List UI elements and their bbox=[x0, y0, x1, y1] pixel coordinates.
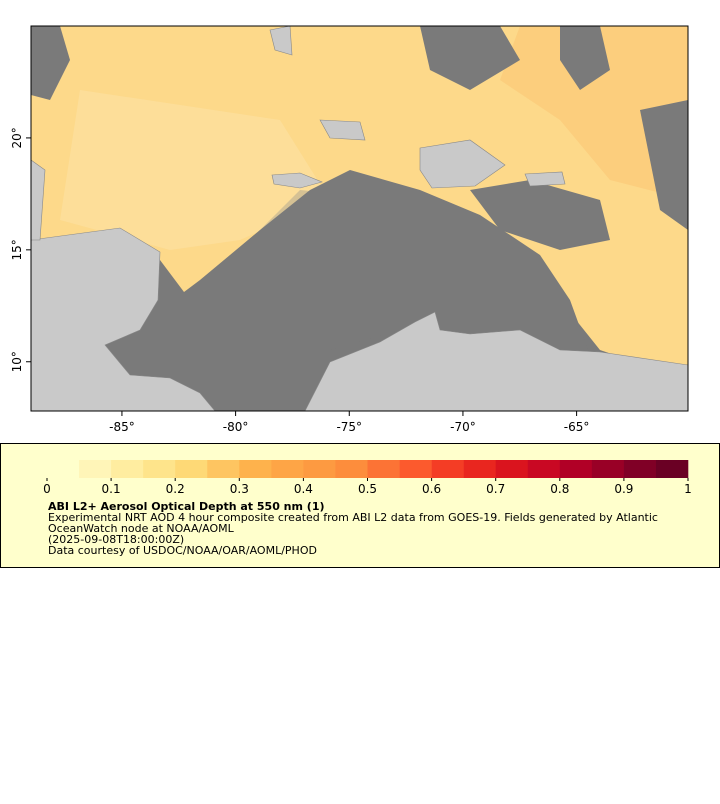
legend-line: Data courtesy of USDOC/NOAA/OAR/AOML/PHO… bbox=[48, 544, 317, 557]
legend-line: OceanWatch node at NOAA/AOML bbox=[48, 522, 235, 535]
colorbar-swatch bbox=[559, 460, 593, 478]
colorbar-swatch bbox=[463, 460, 496, 478]
aerosol-haze bbox=[500, 26, 688, 200]
x-tick-label: -75° bbox=[336, 420, 362, 434]
colorbar-swatch bbox=[335, 460, 368, 478]
x-tick-label: -70° bbox=[450, 420, 476, 434]
y-tick-label: 10° bbox=[10, 351, 24, 372]
aerosol-haze bbox=[60, 90, 330, 250]
colorbar-swatch bbox=[79, 460, 112, 478]
land bbox=[31, 227, 216, 411]
colorbar-tick-label: 0.9 bbox=[614, 482, 633, 496]
colorbar-swatch bbox=[239, 460, 272, 478]
land bbox=[524, 171, 566, 187]
colorbar-swatch bbox=[47, 460, 80, 478]
clear-patch bbox=[420, 26, 520, 90]
clear-patch bbox=[640, 100, 688, 230]
clear-patch bbox=[560, 26, 610, 90]
x-tick-label: -85° bbox=[109, 420, 135, 434]
colorbar-swatch bbox=[527, 460, 561, 478]
colorbar-tick-label: 0.6 bbox=[422, 482, 441, 496]
colorbar-swatch bbox=[655, 460, 689, 478]
legend-line: (2025-09-08T18:00:00Z) bbox=[48, 533, 184, 546]
colorbar-swatch bbox=[271, 460, 304, 478]
legend-title: ABI L2+ Aerosol Optical Depth at 550 nm … bbox=[48, 500, 325, 513]
clear-patch bbox=[31, 26, 70, 100]
land bbox=[269, 26, 293, 56]
x-tick-label: -65° bbox=[564, 420, 590, 434]
colorbar-swatch bbox=[399, 460, 432, 478]
colorbar-tick-label: 0.7 bbox=[486, 482, 505, 496]
colorbar-swatch bbox=[143, 460, 176, 478]
colorbar-tick-label: 0.4 bbox=[294, 482, 313, 496]
map-image bbox=[31, 26, 688, 411]
land bbox=[304, 311, 688, 411]
colorbar-tick-label: 0.1 bbox=[102, 482, 121, 496]
colorbar-swatch bbox=[175, 460, 208, 478]
x-tick-label: -80° bbox=[223, 420, 249, 434]
colorbar-tick-label: 0.3 bbox=[230, 482, 249, 496]
colorbar-swatch bbox=[367, 460, 400, 478]
y-tick-label: 15° bbox=[10, 239, 24, 260]
legend-line: Experimental NRT AOD 4 hour composite cr… bbox=[48, 511, 658, 524]
land bbox=[319, 119, 366, 141]
land bbox=[271, 172, 323, 189]
colorbar-tick-label: 0.5 bbox=[358, 482, 377, 496]
clear-patch bbox=[470, 180, 610, 250]
colorbar-tick-label: 0 bbox=[43, 482, 51, 496]
colorbar-tick-label: 1 bbox=[684, 482, 692, 496]
colorbar-tick-label: 0.2 bbox=[166, 482, 185, 496]
colorbar-swatch bbox=[431, 460, 464, 478]
colorbar-swatch bbox=[623, 460, 657, 478]
land bbox=[419, 139, 506, 189]
y-tick-label: 20° bbox=[10, 127, 24, 148]
colorbar-swatch bbox=[207, 460, 240, 478]
colorbar-swatch bbox=[591, 460, 625, 478]
colorbar-swatch bbox=[303, 460, 336, 478]
land bbox=[31, 159, 46, 241]
map-frame bbox=[30, 25, 689, 412]
colorbar-tick-label: 0.8 bbox=[550, 482, 569, 496]
colorbar-swatch bbox=[495, 460, 529, 478]
colorbar-swatch bbox=[111, 460, 144, 478]
